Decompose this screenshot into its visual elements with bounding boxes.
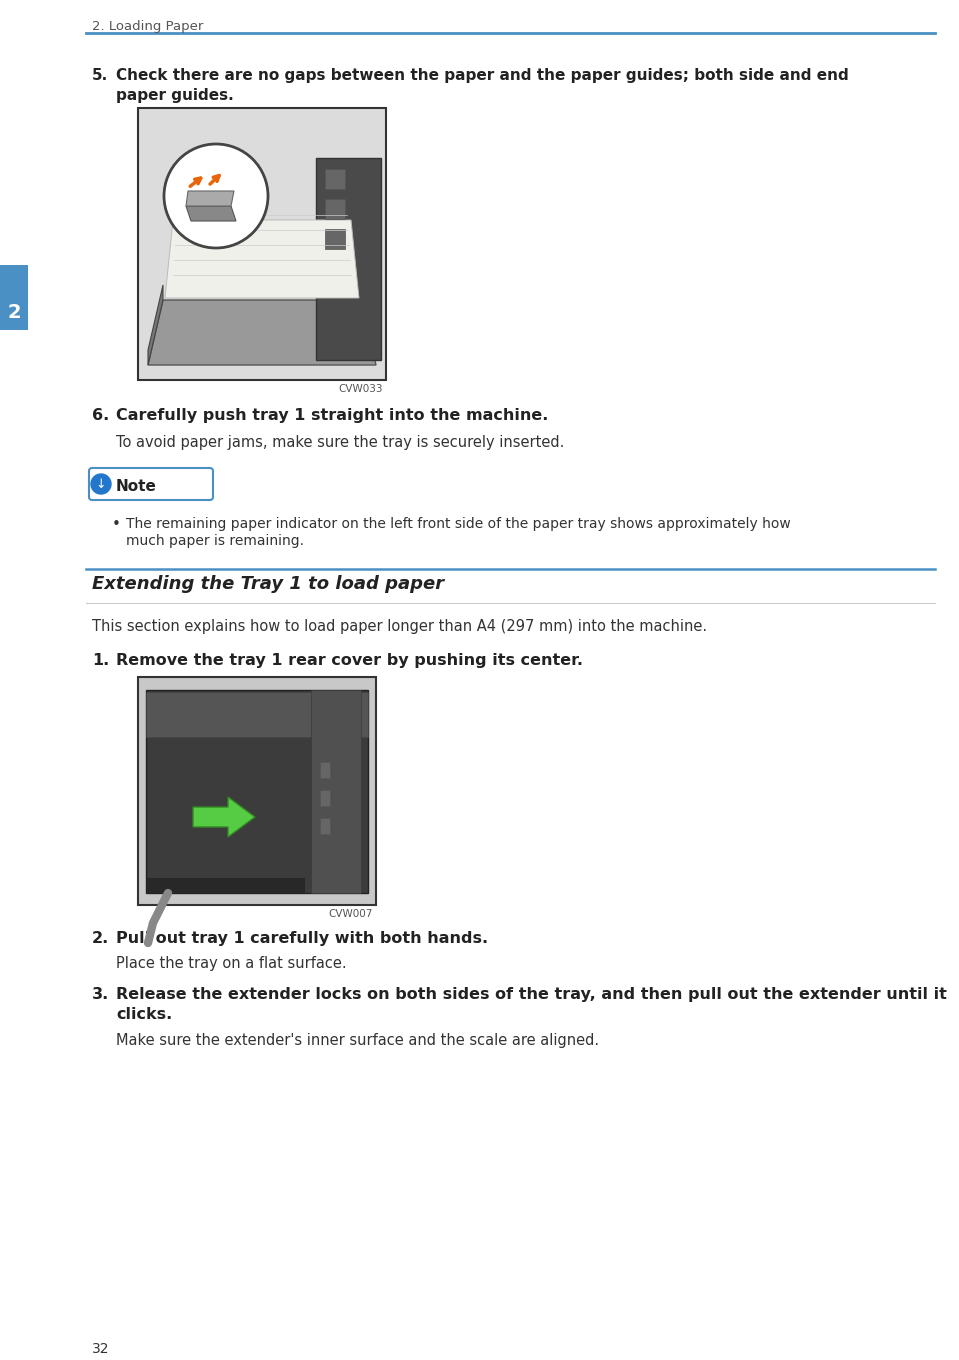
FancyBboxPatch shape [325,199,345,219]
Polygon shape [165,220,359,298]
FancyBboxPatch shape [325,228,345,249]
Circle shape [164,144,268,248]
Polygon shape [193,797,255,836]
Text: 6.: 6. [92,408,109,423]
Text: Release the extender locks on both sides of the tray, and then pull out the exte: Release the extender locks on both sides… [116,987,947,1002]
Text: 5.: 5. [92,68,108,83]
Text: Pull out tray 1 carefully with both hands.: Pull out tray 1 carefully with both hand… [116,932,488,947]
FancyBboxPatch shape [311,690,361,894]
Circle shape [91,475,111,494]
FancyBboxPatch shape [89,468,213,500]
Polygon shape [148,286,163,364]
Text: Note: Note [116,479,157,494]
Text: Place the tray on a flat surface.: Place the tray on a flat surface. [116,956,346,971]
FancyBboxPatch shape [146,690,368,894]
FancyBboxPatch shape [320,762,330,778]
Text: clicks.: clicks. [116,1006,173,1021]
Text: •: • [112,517,121,532]
Text: CVW007: CVW007 [329,908,373,919]
Text: Carefully push tray 1 straight into the machine.: Carefully push tray 1 straight into the … [116,408,549,423]
Polygon shape [316,158,381,360]
Text: Extending the Tray 1 to load paper: Extending the Tray 1 to load paper [92,575,444,593]
FancyBboxPatch shape [0,265,28,330]
Polygon shape [186,205,236,220]
Polygon shape [148,301,376,364]
Text: Remove the tray 1 rear cover by pushing its center.: Remove the tray 1 rear cover by pushing … [116,653,583,668]
Text: ↓: ↓ [96,477,106,491]
FancyBboxPatch shape [146,879,304,894]
Text: 2. Loading Paper: 2. Loading Paper [92,20,203,33]
FancyBboxPatch shape [146,692,368,737]
Text: To avoid paper jams, make sure the tray is securely inserted.: To avoid paper jams, make sure the tray … [116,435,565,450]
Text: paper guides.: paper guides. [116,88,234,103]
FancyBboxPatch shape [138,107,386,379]
Text: This section explains how to load paper longer than A4 (297 mm) into the machine: This section explains how to load paper … [92,619,707,634]
Text: 1.: 1. [92,653,109,668]
FancyBboxPatch shape [320,790,330,806]
Text: The remaining paper indicator on the left front side of the paper tray shows app: The remaining paper indicator on the lef… [126,517,791,530]
FancyBboxPatch shape [325,169,345,189]
Text: much paper is remaining.: much paper is remaining. [126,534,304,548]
Text: CVW033: CVW033 [339,384,383,394]
Text: 32: 32 [92,1342,109,1356]
Text: Make sure the extender's inner surface and the scale are aligned.: Make sure the extender's inner surface a… [116,1034,599,1049]
Text: 2.: 2. [92,932,109,947]
FancyBboxPatch shape [320,817,330,834]
Text: 3.: 3. [92,987,109,1002]
Text: 2: 2 [7,303,21,322]
FancyBboxPatch shape [138,677,376,904]
Polygon shape [186,190,234,205]
Text: Check there are no gaps between the paper and the paper guides; both side and en: Check there are no gaps between the pape… [116,68,849,83]
